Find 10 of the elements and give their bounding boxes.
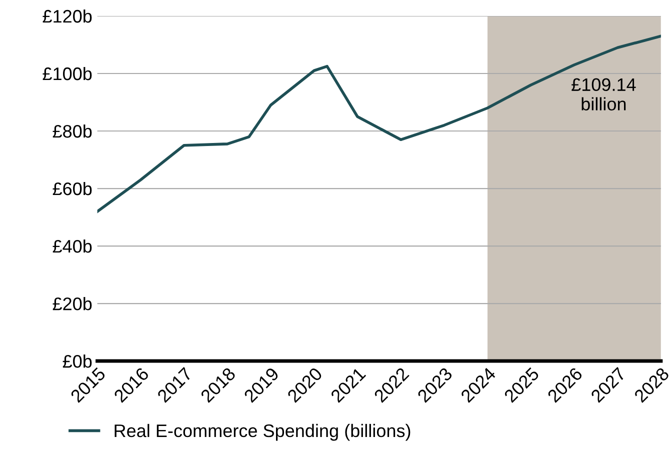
y-tick-label: £120b: [42, 9, 92, 23]
y-tick-label: £0b: [62, 354, 92, 368]
legend-label: Real E-commerce Spending (billions): [114, 424, 410, 441]
y-tick-label: £100b: [42, 66, 92, 80]
annotation: £109.14 billion: [572, 78, 636, 110]
y-tick-label: £60b: [52, 182, 92, 196]
y-tick-label: £20b: [52, 296, 92, 310]
y-tick-label: £80b: [52, 124, 92, 138]
line-series: [97, 34, 661, 213]
y-tick-label: £40b: [52, 239, 92, 253]
